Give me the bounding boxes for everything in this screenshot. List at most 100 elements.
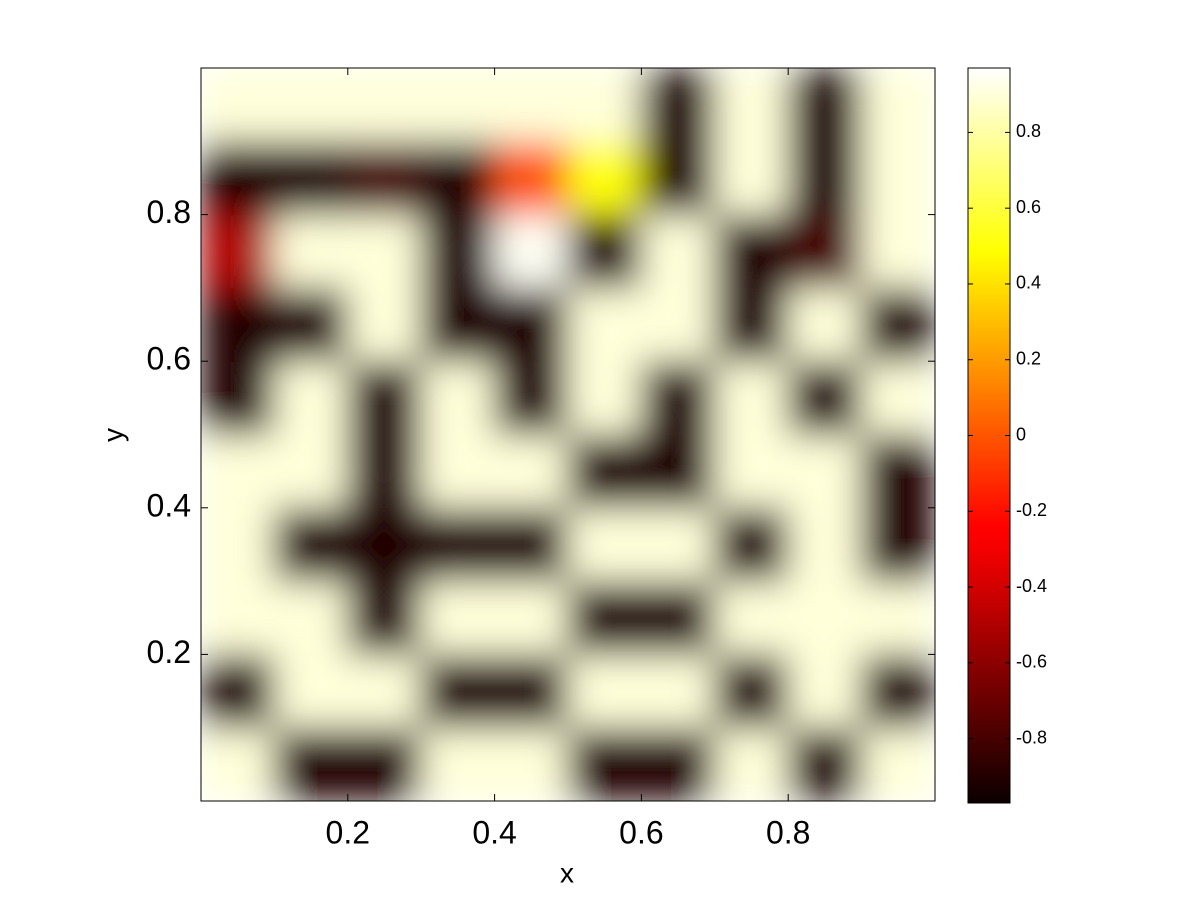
heatmap-cell bbox=[494, 140, 569, 216]
heatmap-cell bbox=[640, 287, 716, 362]
heatmap-cell bbox=[420, 68, 496, 142]
y-axis-label: y bbox=[97, 428, 128, 442]
heatmap-cell bbox=[201, 434, 275, 509]
heatmap-cell bbox=[347, 727, 422, 801]
heatmap-cell bbox=[347, 507, 422, 582]
heatmap-cell bbox=[494, 653, 569, 729]
colorbar-tick-label: 0.6 bbox=[1016, 197, 1041, 217]
heatmap-cell bbox=[420, 434, 496, 509]
y-tick-label: 0.2 bbox=[147, 634, 191, 670]
heatmap-cell bbox=[201, 68, 275, 142]
heatmap-cell bbox=[861, 140, 935, 216]
heatmap-cell bbox=[861, 653, 935, 729]
heatmap-cell bbox=[714, 653, 789, 729]
heatmap-cells bbox=[201, 68, 935, 801]
heatmap-cell bbox=[787, 580, 863, 655]
heatmap-cell bbox=[420, 727, 496, 801]
heatmap-cell bbox=[347, 580, 422, 655]
heatmap-cell bbox=[640, 434, 716, 509]
heatmap-cell bbox=[494, 360, 569, 435]
heatmap-cell bbox=[273, 653, 349, 729]
heatmap-cell bbox=[420, 653, 496, 729]
heatmap-cell bbox=[567, 68, 642, 142]
heatmap-cell bbox=[273, 727, 349, 801]
colorbar-tick-label: 0.8 bbox=[1016, 121, 1041, 141]
heatmap-cell bbox=[640, 68, 716, 142]
heatmap-cell bbox=[201, 214, 275, 289]
heatmap-cell bbox=[347, 140, 422, 216]
heatmap-cell bbox=[714, 360, 789, 435]
heatmap-cell bbox=[714, 140, 789, 216]
colorbar-tick-label: -0.6 bbox=[1016, 652, 1047, 672]
heatmap-cell bbox=[494, 214, 569, 289]
heatmap-cell bbox=[861, 580, 935, 655]
heatmap-cell bbox=[640, 507, 716, 582]
colorbar-tick-label: -0.8 bbox=[1016, 727, 1047, 747]
heatmap-cell bbox=[273, 360, 349, 435]
heatmap-cell bbox=[787, 214, 863, 289]
colorbar-tick-label: 0.4 bbox=[1016, 273, 1041, 293]
x-axis-label: x bbox=[560, 857, 574, 888]
heatmap-cell bbox=[787, 68, 863, 142]
heatmap-cell bbox=[273, 140, 349, 216]
heatmap-cell bbox=[273, 507, 349, 582]
heatmap-cell bbox=[494, 507, 569, 582]
heatmap-cell bbox=[420, 214, 496, 289]
y-tick-label: 0.8 bbox=[147, 194, 191, 230]
heatmap-cell bbox=[420, 507, 496, 582]
heatmap-cell bbox=[861, 68, 935, 142]
x-tick-label: 0.6 bbox=[619, 814, 663, 850]
heatmap-cell bbox=[420, 287, 496, 362]
heatmap-cell bbox=[787, 727, 863, 801]
heatmap-cell bbox=[273, 580, 349, 655]
heatmap-cell bbox=[273, 287, 349, 362]
heatmap-cell bbox=[347, 68, 422, 142]
heatmap-cell bbox=[787, 507, 863, 582]
heatmap-cell bbox=[787, 360, 863, 435]
heatmap-cell bbox=[494, 68, 569, 142]
heatmap-cell bbox=[714, 727, 789, 801]
x-tick-label: 0.8 bbox=[766, 814, 810, 850]
heatmap-cell bbox=[714, 68, 789, 142]
y-tick-label: 0.6 bbox=[147, 341, 191, 377]
heatmap-cell bbox=[273, 68, 349, 142]
heatmap-cell bbox=[347, 214, 422, 289]
heatmap-cell bbox=[787, 140, 863, 216]
y-tick-label: 0.4 bbox=[147, 487, 191, 523]
heatmap-cell bbox=[201, 727, 275, 801]
heatmap-cell bbox=[787, 434, 863, 509]
heatmap-cell bbox=[347, 653, 422, 729]
heatmap-cell bbox=[714, 580, 789, 655]
heatmap-cell bbox=[494, 434, 569, 509]
heatmap-cell bbox=[567, 653, 642, 729]
heatmap-cell bbox=[714, 434, 789, 509]
heatmap-cell bbox=[861, 214, 935, 289]
heatmap-cell bbox=[347, 360, 422, 435]
plot-frame bbox=[200, 67, 936, 802]
heatmap-cell bbox=[567, 580, 642, 655]
colorbar-tick-label: -0.4 bbox=[1016, 576, 1047, 596]
heatmap-cell bbox=[420, 360, 496, 435]
heatmap-cell bbox=[640, 580, 716, 655]
heatmap-cell bbox=[787, 653, 863, 729]
heatmap-cell bbox=[494, 287, 569, 362]
heatmap-cell bbox=[494, 580, 569, 655]
heatmap-cell bbox=[567, 287, 642, 362]
heatmap-cell bbox=[640, 140, 716, 216]
heatmap-cell bbox=[420, 580, 496, 655]
heatmap-cell bbox=[861, 507, 935, 582]
heatmap-cell bbox=[567, 434, 642, 509]
heatmap-cell bbox=[494, 727, 569, 801]
heatmap-cell bbox=[714, 214, 789, 289]
heatmap-cell bbox=[273, 214, 349, 289]
heatmap-cell bbox=[420, 140, 496, 216]
heatmap-cell bbox=[201, 580, 275, 655]
heatmap-cell bbox=[567, 727, 642, 801]
colorbar bbox=[967, 67, 1011, 804]
x-tick-label: 0.4 bbox=[472, 814, 516, 850]
heatmap-cell bbox=[640, 727, 716, 801]
heatmap-cell bbox=[861, 287, 935, 362]
heatmap-cell bbox=[640, 360, 716, 435]
heatmap-cell bbox=[273, 434, 349, 509]
